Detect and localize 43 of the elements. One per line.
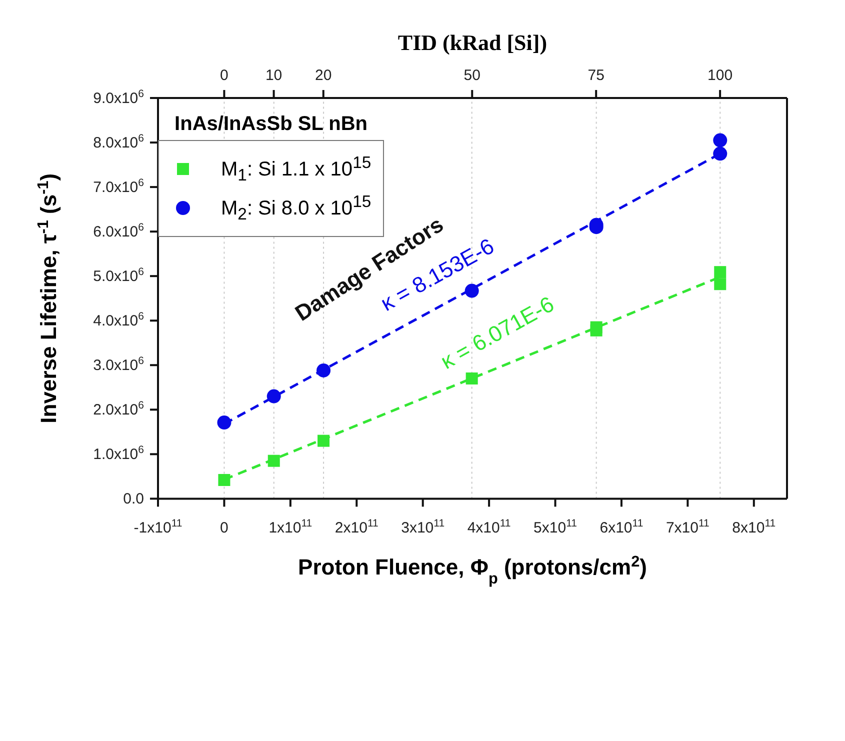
point [266, 389, 281, 404]
y-tick-label: 8.0x10$^{6}$ [93, 132, 144, 152]
y-tick-label: 7.0x10$^{6}$ [93, 177, 144, 196]
x-tick-label: 5x10$^{11}$ [534, 518, 578, 537]
x2-tick-label: 100 [708, 67, 733, 84]
x-tick-label: 4x10$^{11}$ [467, 518, 511, 537]
y-tick-label: 1.0x10$^{6}$ [93, 444, 144, 464]
point [466, 372, 478, 384]
x2-tick-label: 50 [464, 67, 480, 84]
x-tick-label: 0 [220, 520, 228, 537]
y-tick-label: 9.0x10$^{6}$ [93, 88, 144, 107]
x-tick-label: 3x10$^{11}$ [401, 518, 445, 537]
point [217, 416, 232, 430]
x-tick-label: 1x10$^{11}$ [268, 518, 312, 537]
point [713, 133, 728, 148]
y-tick-label: 2.0x10$^{6}$ [93, 400, 144, 419]
point [714, 266, 726, 278]
legend-title: InAs/InAsSb SL nBn [174, 113, 368, 135]
x2-tick-label: 10 [265, 67, 282, 84]
x-tick-label: 2x10$^{11}$ [334, 518, 379, 537]
point [714, 278, 726, 290]
y-tick-label: 4.0x10$^{6}$ [93, 310, 144, 330]
y-tick-label: 3.0x10$^{6}$ [93, 355, 144, 374]
y-tick-label: 5.0x10$^{6}$ [93, 266, 144, 286]
x-tick-label: -1x10$^{11}$ [134, 518, 182, 537]
x2-tick-label: 0 [220, 67, 228, 84]
x2-tick-label: 75 [588, 67, 604, 84]
y-tick-label: 6.0x10$^{6}$ [93, 222, 144, 241]
point [713, 146, 728, 161]
point [316, 363, 331, 378]
x-tick-label: 6x10$^{11}$ [600, 518, 644, 537]
point [218, 474, 230, 486]
y-tick-label: 0.0 [123, 490, 144, 508]
point [318, 434, 330, 447]
x2-tick-label: 20 [315, 67, 332, 84]
x-tick-label: 8x10$^{11}$ [732, 518, 776, 537]
legend-label: M$_{1}$: Si 1.1 x 10$^{15}$ [221, 153, 372, 186]
point [268, 454, 280, 467]
legend-label: M$_{2}$: Si 8.0 x 10$^{15}$ [221, 192, 372, 224]
x-axis-title: Proton Fluence, Φ$_{p}$ (protons/cm$^{2}$) [298, 553, 647, 588]
point [590, 321, 602, 334]
x2-axis-title: TID (kRad [Si]) [398, 30, 548, 55]
x-tick-label: 7x10$^{11}$ [666, 518, 710, 537]
